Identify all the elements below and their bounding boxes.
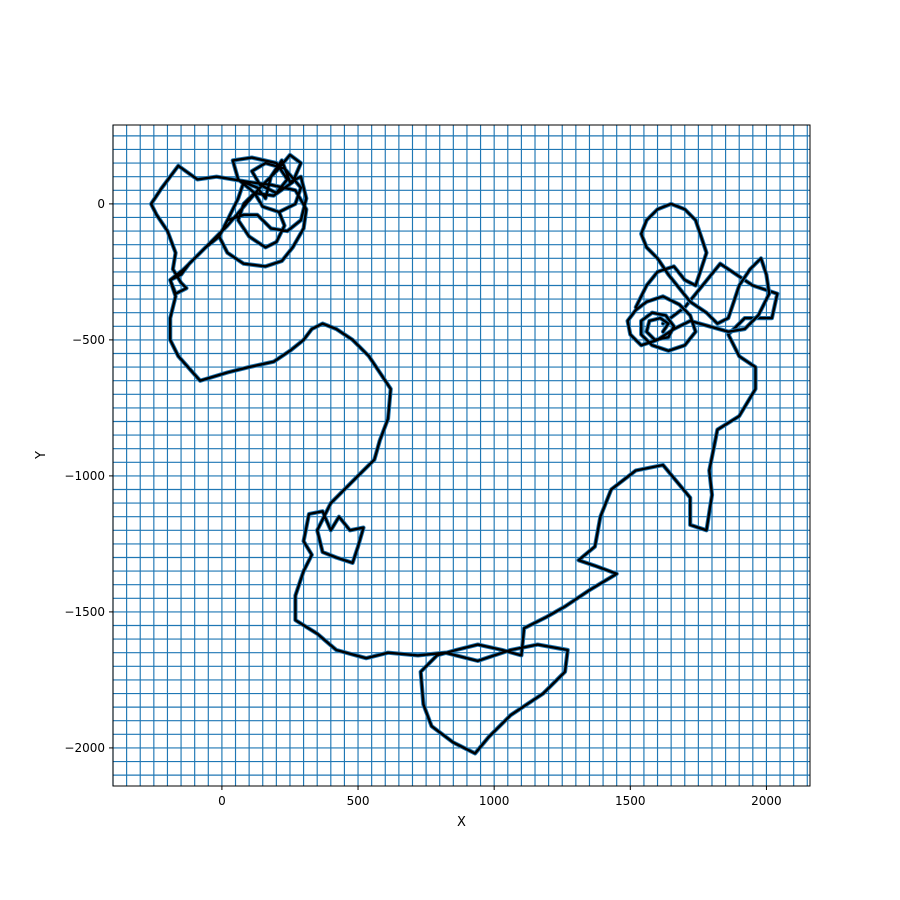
y-tick-label: −2000 [64,741,105,755]
x-tick-label: 500 [347,794,370,808]
x-tick-label: 2000 [751,794,782,808]
y-tick-label: −1500 [64,605,105,619]
trajectory-line-1 [149,153,779,755]
y-axis-ticks: 0 −500 −1000 −1500 −2000 [64,197,113,755]
trajectory-line-2 [626,202,771,352]
y-tick-label: −500 [72,333,105,347]
x-axis-label: X [457,815,466,830]
x-tick-label: 0 [218,794,226,808]
plot-area [113,125,810,786]
x-tick-label: 1500 [615,794,646,808]
series-layer [149,152,780,756]
x-axis-ticks: 0 500 1000 1500 2000 [218,786,782,808]
y-axis-label: Y [34,451,49,460]
y-tick-label: −1000 [64,469,105,483]
plot-frame [112,124,811,787]
y-tick-label: 0 [97,197,105,211]
x-tick-label: 1000 [479,794,510,808]
